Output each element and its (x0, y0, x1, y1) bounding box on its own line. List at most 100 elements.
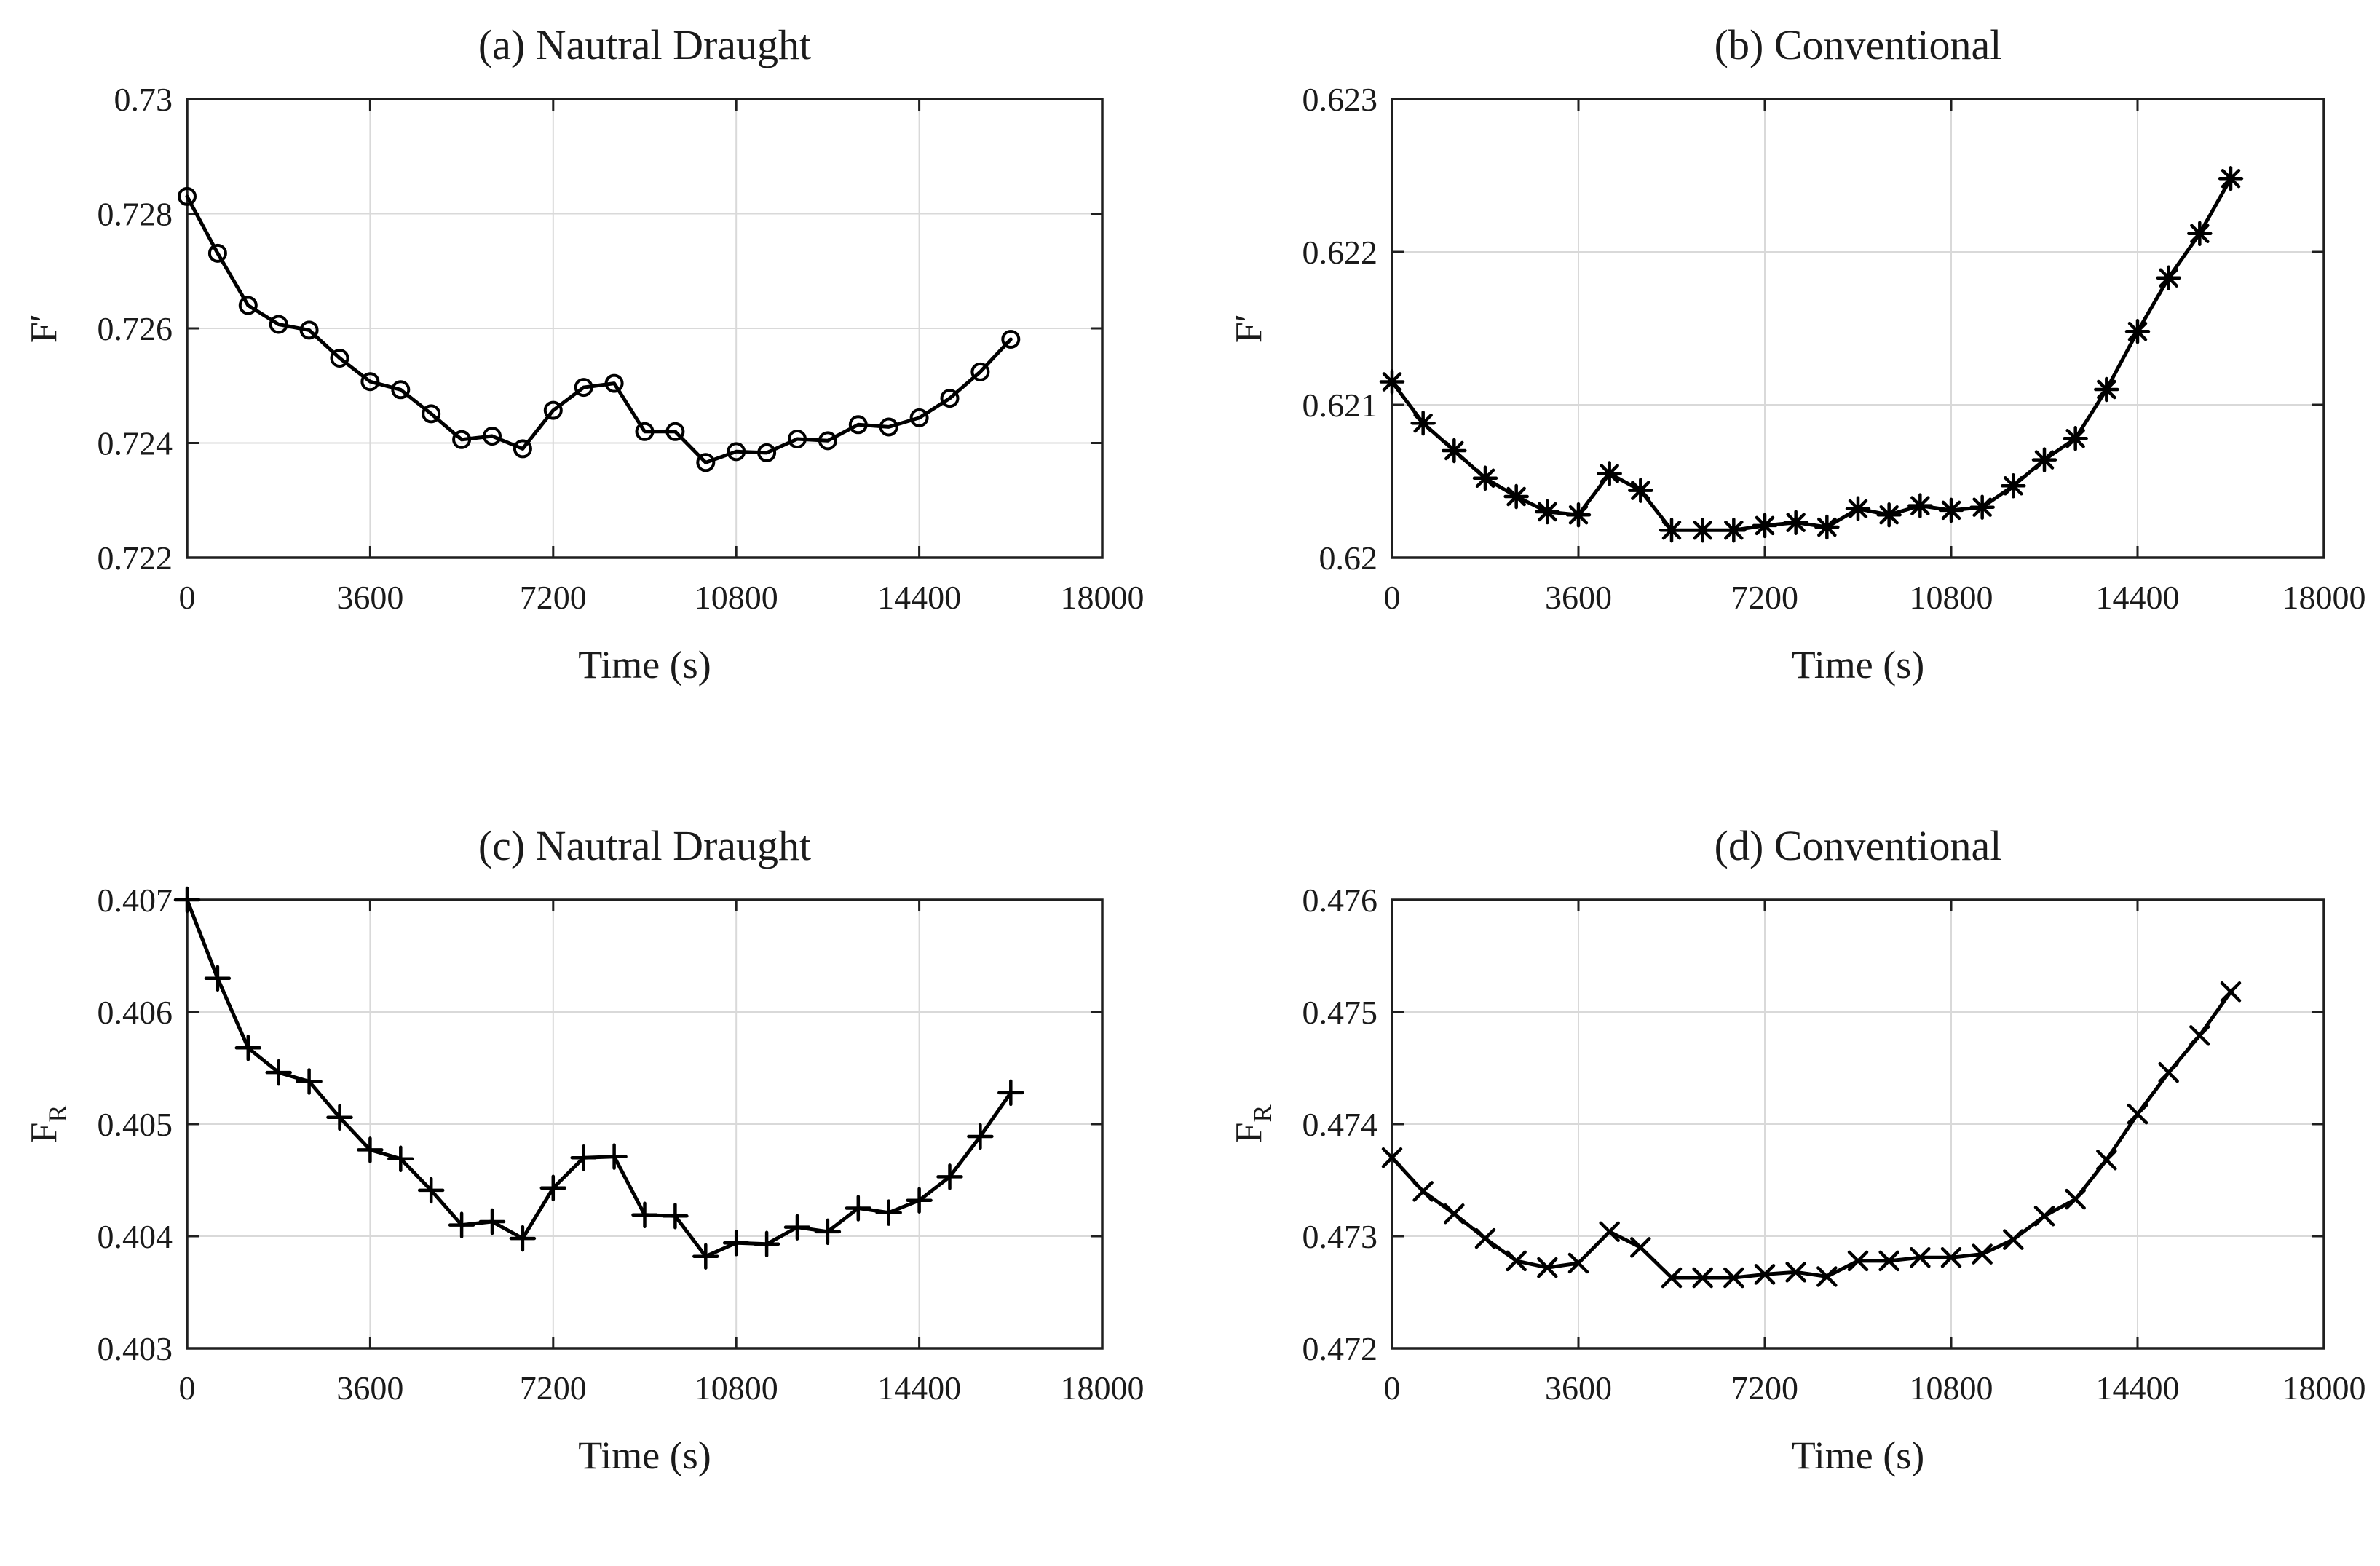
data-point-marker (1845, 496, 1871, 522)
x-tick-label: 7200 (1731, 1369, 1798, 1407)
data-point-marker (2156, 265, 2181, 290)
x-tick-label: 3600 (336, 1369, 403, 1407)
x-tick-label: 10800 (695, 1369, 778, 1407)
data-point-marker (970, 362, 990, 381)
chart-a: (a) Nautral Draught 0 3600 7200 10800 14400 18… (23, 21, 1144, 687)
data-point-marker (204, 965, 232, 992)
data-point-marker (1692, 1267, 1713, 1289)
chart-b-series-markers (1379, 165, 2244, 543)
data-point-marker (448, 1211, 475, 1238)
data-point-marker (909, 408, 929, 427)
data-point-marker (234, 1035, 262, 1061)
x-tick-label: 10800 (695, 579, 778, 616)
data-point-marker (178, 186, 197, 206)
data-point-marker (1472, 465, 1498, 491)
data-point-marker (848, 415, 868, 435)
x-tick-label: 7200 (520, 579, 587, 616)
y-tick-label: 0.73 (114, 81, 173, 118)
data-point-marker (696, 453, 716, 472)
x-tick-label: 10800 (1910, 579, 1993, 616)
data-point-marker (2003, 1229, 2024, 1250)
chart-b-tick-marks (1391, 98, 2325, 559)
data-point-marker (753, 1230, 780, 1258)
data-point-marker (1721, 517, 1747, 543)
data-point-marker (1661, 1267, 1683, 1289)
data-point-marker (665, 422, 685, 441)
data-point-marker (543, 400, 563, 420)
x-tick-label: 0 (1384, 1369, 1401, 1407)
y-tick-label: 0.475 (1302, 994, 1378, 1031)
y-tick-label: 0.406 (98, 994, 173, 1031)
data-point-marker (601, 1143, 628, 1170)
y-tick-label: 0.622 (1302, 234, 1378, 271)
data-point-marker (509, 1225, 537, 1252)
data-point-marker (2158, 1061, 2179, 1083)
data-point-marker (207, 243, 227, 263)
data-point-marker (845, 1195, 872, 1222)
data-point-marker (2127, 1103, 2148, 1125)
data-point-marker (1723, 1267, 1744, 1289)
data-point-marker (940, 389, 960, 408)
x-tick-label: 18000 (2282, 579, 2366, 616)
data-point-marker (570, 1144, 597, 1171)
data-point-marker (1630, 1237, 1651, 1258)
data-point-marker (1565, 502, 1592, 528)
data-point-marker (631, 1201, 658, 1228)
data-point-marker (997, 1079, 1024, 1107)
data-point-marker (265, 1059, 292, 1086)
chart-d-series-markers (1381, 981, 2242, 1289)
data-point-marker (452, 430, 472, 449)
x-tick-label: 7200 (520, 1369, 587, 1407)
chart-b-frame (1391, 98, 2325, 559)
data-point-marker (1628, 478, 1653, 503)
data-point-marker (357, 1136, 384, 1163)
data-point-marker (1847, 1250, 1869, 1272)
chart-c-title: (c) Nautral Draught (478, 822, 811, 869)
chart-a-ylabel: F′ (23, 314, 65, 343)
data-point-marker (1969, 494, 1995, 520)
data-point-marker (330, 348, 349, 368)
y-tick-label: 0.407 (98, 882, 173, 919)
data-point-marker (967, 1123, 994, 1150)
chart-a-title: (a) Nautral Draught (478, 21, 811, 68)
x-tick-label: 3600 (1545, 1369, 1612, 1407)
data-point-marker (1752, 513, 1778, 539)
x-tick-label: 18000 (1061, 1369, 1144, 1407)
chart-c-xlabel: Time (s) (578, 1433, 711, 1477)
y-tick-label: 0.623 (1302, 81, 1378, 118)
chart-a-xlabel: Time (s) (578, 643, 711, 687)
data-point-marker (757, 443, 777, 462)
data-point-marker (2065, 1188, 2086, 1210)
chart-a-series-line (185, 194, 1013, 464)
data-point-marker (2001, 473, 2026, 499)
x-tick-label: 14400 (2096, 579, 2180, 616)
data-point-marker (478, 1208, 506, 1235)
data-point-marker (1444, 1203, 1465, 1225)
data-point-marker (2218, 165, 2244, 191)
data-point-marker (1442, 438, 1467, 464)
data-point-marker (1785, 1262, 1806, 1283)
data-point-marker (173, 886, 201, 914)
chart-d-tick-marks (1391, 898, 2325, 1350)
y-tick-label: 0.726 (98, 310, 173, 347)
data-point-marker (1597, 461, 1622, 486)
data-point-marker (483, 427, 502, 446)
chart-c-x-tick-labels: 0 3600 7200 10800 14400 18000 (179, 1369, 1144, 1407)
data-point-marker (906, 1187, 933, 1214)
data-point-marker (1690, 517, 1715, 543)
data-point-marker (539, 1174, 567, 1202)
y-tick-label: 0.405 (98, 1106, 173, 1143)
chart-d-x-tick-labels: 0 3600 7200 10800 14400 18000 (1384, 1369, 2366, 1407)
chart-b-series-line (1390, 176, 2233, 532)
y-tick-label: 0.472 (1302, 1330, 1378, 1367)
data-point-marker (1379, 369, 1405, 395)
data-point-marker (1001, 329, 1021, 349)
y-tick-label: 0.403 (98, 1330, 173, 1367)
chart-a-series-markers (178, 186, 1021, 472)
data-point-marker (360, 372, 380, 392)
data-point-marker (2220, 981, 2242, 1003)
data-point-marker (879, 417, 898, 437)
chart-b-ylabel: F′ (1228, 314, 1270, 343)
